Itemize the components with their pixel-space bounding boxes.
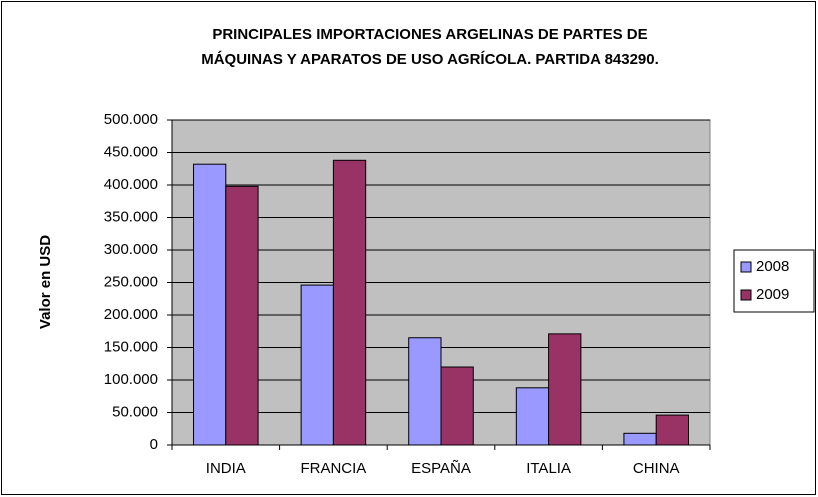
y-tick-label: 200.000 <box>104 306 158 323</box>
legend-box <box>733 249 815 313</box>
legend-label: 2008 <box>756 258 789 275</box>
x-tick-label: CHINA <box>633 460 680 477</box>
bar <box>408 337 442 446</box>
y-tick-label: 350.000 <box>104 208 158 225</box>
bar <box>225 185 259 446</box>
y-tick-label: 250.000 <box>104 273 158 290</box>
bar <box>515 387 550 446</box>
bar <box>300 284 334 446</box>
legend-swatch <box>740 261 752 273</box>
x-tick-label: ITALIA <box>526 460 571 477</box>
y-tick-label: 400.000 <box>104 176 158 193</box>
y-axis-label: Valor en USD <box>37 235 54 329</box>
x-tick-label: ESPAÑA <box>411 460 471 477</box>
legend-swatch <box>740 289 752 301</box>
bar <box>193 163 227 446</box>
y-tick-label: 500.000 <box>104 111 158 128</box>
bar <box>623 432 657 446</box>
chart-title: PRINCIPALES IMPORTACIONES ARGELINAS DE P… <box>212 26 647 43</box>
y-tick-label: 50.000 <box>112 403 158 420</box>
y-tick-label: 300.000 <box>104 241 158 258</box>
y-tick-label: 450.000 <box>104 143 158 160</box>
bar <box>332 159 367 446</box>
y-tick-label: 100.000 <box>104 371 158 388</box>
y-tick-label: 0 <box>150 436 158 453</box>
legend-label: 2009 <box>756 286 789 303</box>
bar <box>655 414 689 446</box>
x-tick-label: INDIA <box>206 460 246 477</box>
x-tick-label: FRANCIA <box>300 460 366 477</box>
bar <box>548 333 582 446</box>
y-tick-label: 150.000 <box>104 338 158 355</box>
chart-title: MÁQUINAS Y APARATOS DE USO AGRÍCOLA. PAR… <box>201 51 659 68</box>
bar <box>440 366 474 446</box>
